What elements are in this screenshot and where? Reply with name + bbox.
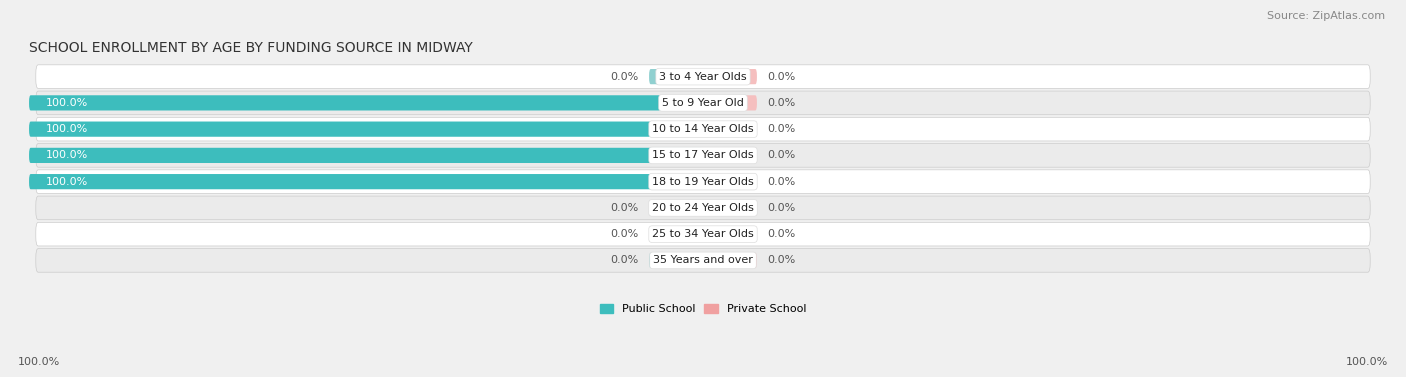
Text: 0.0%: 0.0% [768,98,796,108]
FancyBboxPatch shape [703,148,756,163]
FancyBboxPatch shape [703,200,756,216]
Text: 18 to 19 Year Olds: 18 to 19 Year Olds [652,177,754,187]
Text: Source: ZipAtlas.com: Source: ZipAtlas.com [1267,11,1385,21]
FancyBboxPatch shape [30,95,703,110]
FancyBboxPatch shape [35,65,1371,89]
Text: 0.0%: 0.0% [768,255,796,265]
Text: 100.0%: 100.0% [18,357,60,367]
FancyBboxPatch shape [703,121,756,137]
FancyBboxPatch shape [703,95,756,110]
Text: 100.0%: 100.0% [46,124,89,134]
Text: 0.0%: 0.0% [610,229,638,239]
Text: SCHOOL ENROLLMENT BY AGE BY FUNDING SOURCE IN MIDWAY: SCHOOL ENROLLMENT BY AGE BY FUNDING SOUR… [30,41,472,55]
FancyBboxPatch shape [703,174,756,189]
Text: 15 to 17 Year Olds: 15 to 17 Year Olds [652,150,754,160]
Text: 5 to 9 Year Old: 5 to 9 Year Old [662,98,744,108]
Text: 0.0%: 0.0% [610,255,638,265]
Text: 10 to 14 Year Olds: 10 to 14 Year Olds [652,124,754,134]
Legend: Public School, Private School: Public School, Private School [600,304,806,314]
Text: 35 Years and over: 35 Years and over [652,255,754,265]
Text: 0.0%: 0.0% [768,177,796,187]
FancyBboxPatch shape [30,148,703,163]
Text: 100.0%: 100.0% [46,177,89,187]
FancyBboxPatch shape [30,174,703,189]
Text: 0.0%: 0.0% [768,229,796,239]
FancyBboxPatch shape [35,117,1371,141]
Text: 25 to 34 Year Olds: 25 to 34 Year Olds [652,229,754,239]
FancyBboxPatch shape [703,227,756,242]
Text: 100.0%: 100.0% [1346,357,1388,367]
Text: 0.0%: 0.0% [610,72,638,82]
FancyBboxPatch shape [703,69,756,84]
Text: 0.0%: 0.0% [768,72,796,82]
FancyBboxPatch shape [650,253,703,268]
Text: 0.0%: 0.0% [768,150,796,160]
FancyBboxPatch shape [650,200,703,216]
FancyBboxPatch shape [35,91,1371,115]
Text: 100.0%: 100.0% [46,150,89,160]
Text: 20 to 24 Year Olds: 20 to 24 Year Olds [652,203,754,213]
FancyBboxPatch shape [35,248,1371,272]
Text: 100.0%: 100.0% [46,98,89,108]
FancyBboxPatch shape [35,222,1371,246]
Text: 0.0%: 0.0% [768,124,796,134]
Text: 0.0%: 0.0% [768,203,796,213]
FancyBboxPatch shape [35,196,1371,220]
Text: 3 to 4 Year Olds: 3 to 4 Year Olds [659,72,747,82]
FancyBboxPatch shape [35,144,1371,167]
FancyBboxPatch shape [703,253,756,268]
FancyBboxPatch shape [650,227,703,242]
Text: 0.0%: 0.0% [610,203,638,213]
FancyBboxPatch shape [650,69,703,84]
FancyBboxPatch shape [30,121,703,137]
FancyBboxPatch shape [35,170,1371,193]
